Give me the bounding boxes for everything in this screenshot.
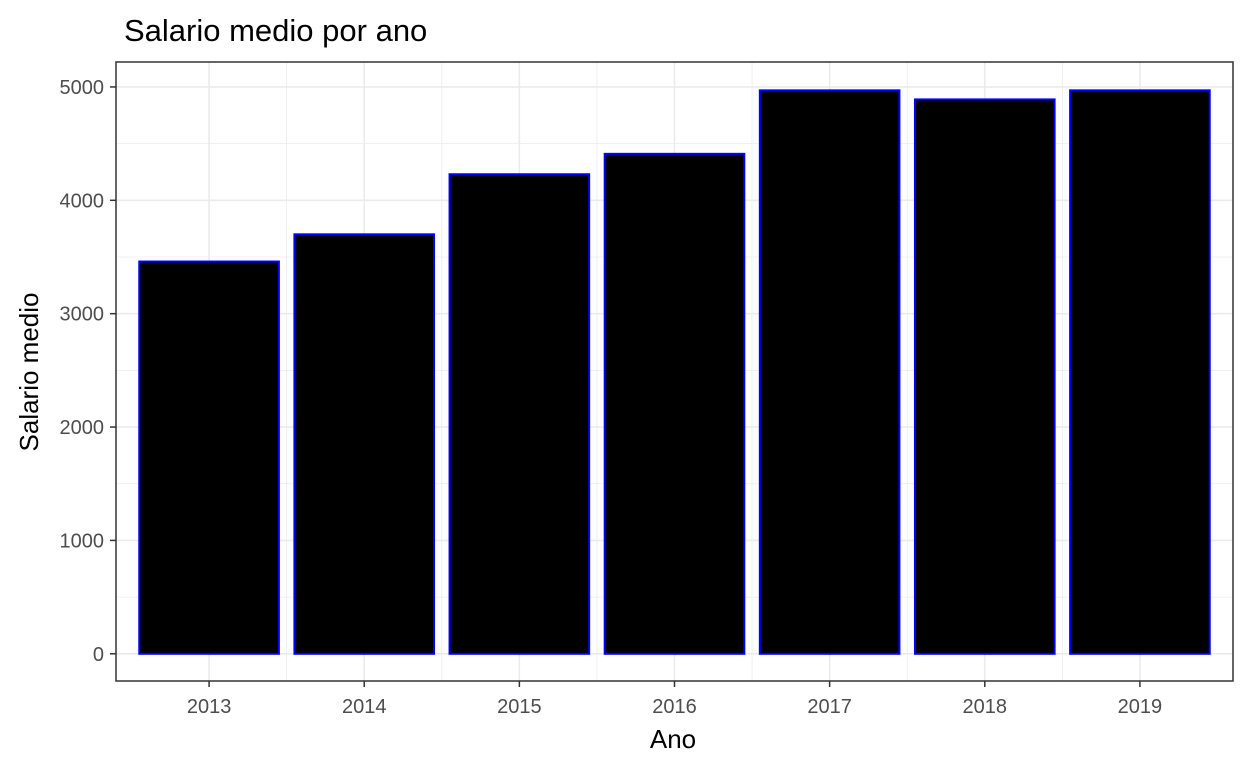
y-tick-label: 4000	[60, 190, 105, 212]
bar-2018	[913, 98, 1056, 655]
x-tick-label: 2014	[342, 696, 387, 718]
bars	[138, 89, 1211, 655]
y-tick-label: 3000	[60, 304, 105, 326]
y-tick-label: 2000	[60, 417, 105, 439]
x-tick-label: 2018	[963, 696, 1008, 718]
x-axis-label: Ano	[650, 724, 696, 754]
bar-2015	[448, 173, 591, 655]
bar-2013	[138, 260, 280, 655]
x-tick-label: 2015	[497, 696, 542, 718]
bar-2019	[1069, 89, 1211, 655]
y-tick-label: 0	[93, 644, 104, 666]
y-axis-label: Salario medio	[14, 293, 44, 452]
bar-2014	[293, 233, 436, 655]
bar-2017	[758, 89, 901, 655]
x-tick-label: 2013	[187, 696, 232, 718]
bar-2016	[603, 152, 746, 655]
x-tick-label: 2017	[807, 696, 852, 718]
y-tick-label: 5000	[60, 77, 105, 99]
x-tick-label: 2016	[652, 696, 697, 718]
y-tick-label: 1000	[60, 530, 105, 552]
chart-title: Salario medio por ano	[124, 13, 427, 48]
x-tick-label: 2019	[1118, 696, 1163, 718]
x-axis: 2013 2014 2015 2016 2017 2018 2019	[187, 681, 1162, 718]
y-axis: 0 1000 2000 3000 4000 5000	[60, 77, 116, 666]
